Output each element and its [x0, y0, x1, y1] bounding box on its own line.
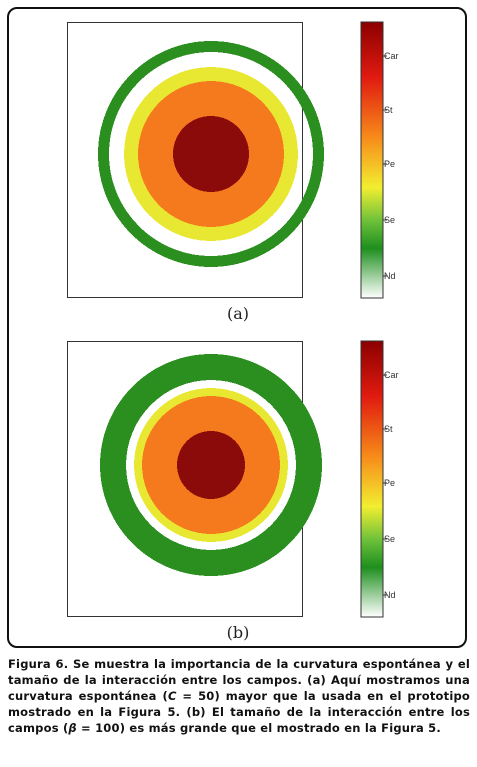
ring-group-b — [100, 354, 322, 576]
caption-text-3: = 100) es más grande que el mostrado en … — [76, 721, 441, 735]
figure-caption: Figura 6. Se muestra la importancia de l… — [8, 656, 470, 736]
caption-text-1: Se muestra la importancia de la curvatur… — [8, 657, 470, 703]
caption-var-beta: β — [68, 721, 77, 735]
colorbar-tick-label: St — [384, 424, 393, 434]
colorbar-gradient — [360, 21, 384, 299]
heatmap-plot-a — [67, 22, 324, 298]
colorbar-tick-label: Nd — [384, 590, 396, 600]
colorbar-a: Car St Pe Se Nd — [360, 21, 399, 299]
colorbar-tick-label: Se — [384, 534, 395, 544]
caption-fig-label: Figura 6. — [8, 657, 69, 671]
disc-core — [177, 431, 245, 499]
caption-text-2: = 50) mayor que la usada en el prototipo… — [8, 689, 470, 735]
caption-var-c: C — [167, 689, 177, 703]
disc-core — [173, 116, 249, 192]
colorbar-b: Car St Pe Se Nd — [360, 340, 399, 618]
colorbar-tick-label: Pe — [384, 478, 395, 488]
colorbar-tick-label: Pe — [384, 159, 395, 169]
colorbar-tick-label: St — [384, 105, 393, 115]
panel-label-a: (a) — [226, 304, 250, 323]
heatmap-plot-b — [67, 341, 322, 617]
colorbar-tick-label: Car — [384, 51, 399, 61]
panel-label-b: (b) — [226, 623, 250, 642]
colorbar-gradient — [360, 340, 384, 618]
colorbar-tick-label: Nd — [384, 271, 396, 281]
colorbar-tick-label: Se — [384, 215, 395, 225]
colorbar-tick-label: Car — [384, 370, 399, 380]
ring-group-a — [98, 41, 324, 267]
